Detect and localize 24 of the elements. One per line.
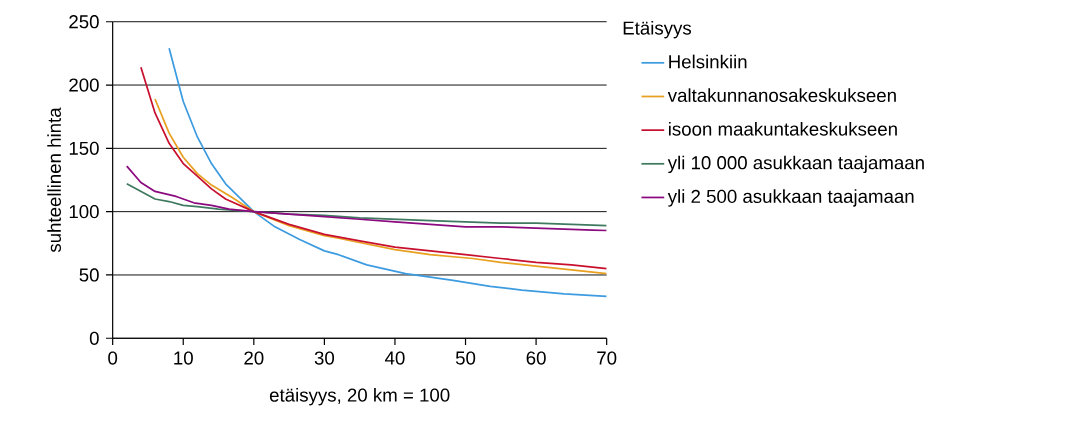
legend-title: Etäisyys bbox=[623, 21, 692, 39]
legend-label: yli 2 500 asukkaan taajamaan bbox=[667, 189, 914, 207]
x-tick-label: 10 bbox=[174, 351, 193, 365]
x-tick-label: 40 bbox=[384, 351, 405, 365]
y-tick-label: 50 bbox=[79, 268, 99, 282]
y-tick-label: 250 bbox=[69, 15, 99, 29]
y-tick-label: 100 bbox=[69, 205, 99, 219]
x-tick-label: 30 bbox=[314, 351, 335, 365]
line-series bbox=[125, 165, 607, 232]
y-axis-title: suhteellinen hinta bbox=[47, 107, 61, 253]
y-tick-label: 200 bbox=[69, 78, 99, 92]
legend-label: isoon maakuntakeskukseen bbox=[668, 121, 897, 136]
x-tick-label: 60 bbox=[526, 351, 546, 365]
y-tick-label: 150 bbox=[69, 141, 99, 155]
legend-label: yli 10 000 asukkaan taajamaan bbox=[667, 155, 924, 174]
legend-label: valtakunnanosakeskukseen bbox=[667, 88, 896, 103]
x-tick-label: 0 bbox=[108, 351, 118, 365]
y-tick-label: 0 bbox=[89, 331, 99, 345]
x-tick-label: 20 bbox=[244, 351, 264, 365]
legend-label: Helsinkiin bbox=[669, 54, 747, 69]
x-tick-label: 50 bbox=[455, 351, 476, 365]
x-tick-label: 70 bbox=[597, 351, 617, 365]
x-axis-title: etäisyys, 20 km = 100 bbox=[269, 388, 450, 406]
line-series bbox=[154, 98, 607, 275]
